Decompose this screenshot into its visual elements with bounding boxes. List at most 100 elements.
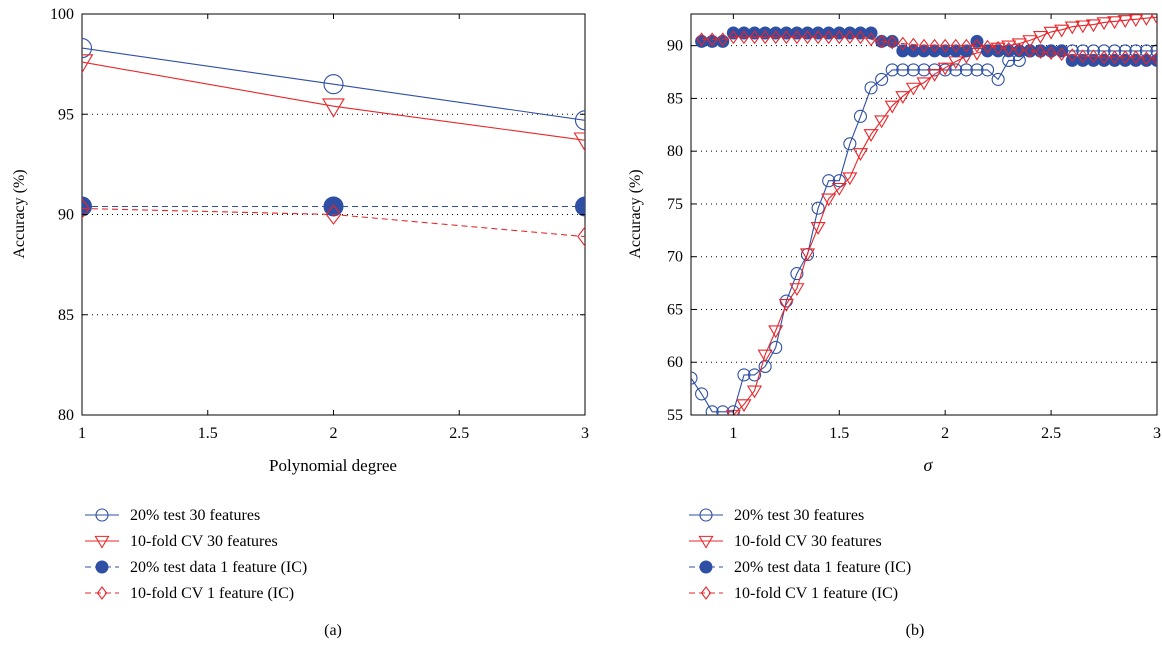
legend-label: 20% test data 1 feature (IC) [734,559,911,576]
data-point [895,91,911,104]
legend-label: 10-fold CV 30 features [130,533,278,550]
y-tick-label: 85 [58,307,74,324]
y-tick-label: 80 [58,407,74,424]
data-point [791,30,803,45]
legend-marker [699,560,713,574]
legend-label: 10-fold CV 30 features [734,533,882,550]
data-point [1022,35,1038,49]
data-point [1151,51,1157,66]
x-tick-label: 2 [941,425,949,442]
data-point [705,405,719,415]
data-point [82,38,93,59]
data-point [1139,14,1154,26]
data-point [769,340,783,355]
x-tick-label: 2 [330,425,338,442]
data-point [843,137,857,151]
legend-item: 10-fold CV 1 feature (IC) [689,585,898,602]
legend-marker [698,535,714,549]
data-point [834,30,845,45]
data-point [810,221,826,235]
data-point [1054,24,1070,38]
data-point [323,74,344,95]
x-tick-label: 2.5 [449,425,469,442]
data-point [1011,38,1027,52]
x-tick-label: 1 [729,425,737,442]
data-point [852,148,869,161]
data-point [937,62,953,76]
data-point [575,196,585,217]
data-point [916,77,932,91]
data-point [1043,26,1059,40]
data-point [1056,47,1067,62]
y-tick-label: 65 [667,301,683,318]
legend-item: 20% test 30 features [689,507,864,524]
data-point [1077,49,1089,64]
data-point [896,63,910,77]
data-point [799,248,816,262]
data-point [992,40,1004,55]
legend-label: 20% test 30 features [734,507,864,524]
data-point [789,283,805,297]
data-point [884,100,900,114]
data-point [759,30,771,45]
panel-a-label: (a) [324,622,342,639]
data-point [855,30,866,45]
data-point [574,110,585,131]
data-point [737,368,751,382]
data-point [885,63,899,77]
y-tick-label: 55 [667,407,683,424]
data-point [927,68,943,82]
data-point [746,385,763,399]
data-point [325,204,342,225]
data-point [717,32,728,47]
y-tick-label: 90 [667,38,683,55]
data-point [812,30,824,45]
data-point [1107,16,1123,30]
data-point [1096,17,1112,31]
panel-b-x-ticks: 1 1.5 2 2.5 3 [729,14,1161,442]
data-point [1150,44,1157,58]
data-point [1109,50,1120,65]
series-line [82,47,585,121]
data-point [1003,41,1014,56]
legend-marker [95,508,109,522]
x-tick-label: 2.5 [1041,425,1061,442]
x-tick-label: 1.5 [829,425,849,442]
series-line [82,61,585,141]
data-point [1075,20,1091,34]
data-point [982,39,993,54]
data-point [1141,51,1152,66]
data-point [971,38,983,53]
legend-label: 10-fold CV 1 feature (IC) [130,585,294,602]
data-point [802,30,813,45]
legend-label: 10-fold CV 1 feature (IC) [734,585,898,602]
panel-b-label: (b) [906,622,925,639]
data-point [728,30,739,45]
legend-marker [94,535,110,549]
data-point [905,82,921,96]
data-point [1064,21,1080,35]
data-point [991,72,1005,86]
data-point [322,98,345,118]
data-point [959,63,973,77]
y-tick-label: 70 [667,249,683,266]
legend-marker [95,560,109,574]
data-point [929,38,940,53]
legend-marker [699,508,713,522]
series-1 [82,38,585,131]
data-point [1024,44,1036,58]
data-point [781,30,792,45]
data-point [980,63,995,77]
panel-a-x-axis-label: Polynomial degree [269,456,397,475]
data-point [897,36,909,51]
panel-b: 1 1.5 2 2.5 3 55 60 65 70 75 80 85 90 σ Accuracy (%… [627,13,1161,639]
data-point [1128,14,1144,27]
series-2 [725,14,1157,415]
data-point [939,38,951,53]
data-point [577,226,585,247]
data-point [876,34,887,49]
data-point [1067,48,1078,63]
data-point [1014,42,1025,57]
data-point [1085,19,1102,33]
